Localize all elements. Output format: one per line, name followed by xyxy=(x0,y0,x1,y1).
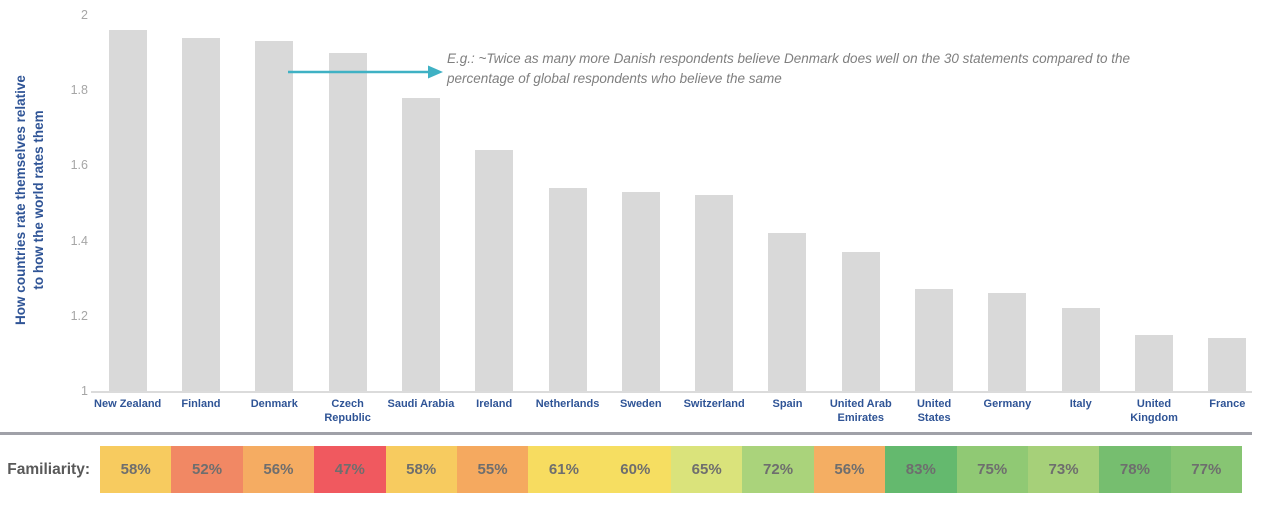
familiarity-cell: 56% xyxy=(813,446,886,493)
x-label: New Zealand xyxy=(94,398,162,410)
x-label: United States xyxy=(916,398,952,425)
familiarity-cell: 52% xyxy=(171,446,243,493)
bar-column xyxy=(678,15,751,391)
x-label: United Kingdom xyxy=(1130,398,1178,425)
bar-finland xyxy=(181,37,220,391)
familiarity-cell: 83% xyxy=(885,446,957,493)
x-label: Finland xyxy=(181,398,221,410)
y-axis-title-line1: How countries rate themselves relative xyxy=(13,75,28,325)
x-label: United Arab Emirates xyxy=(829,398,892,425)
familiarity-cell: 58% xyxy=(100,446,172,493)
familiarity-cell: 47% xyxy=(314,446,386,493)
familiarity-cell: 58% xyxy=(385,446,457,493)
x-label: Ireland xyxy=(476,398,513,410)
familiarity-cell: 60% xyxy=(599,446,671,493)
bar-denmark xyxy=(255,41,294,391)
y-axis-title-line2: to how the world rates them xyxy=(30,110,46,290)
bar-column xyxy=(531,15,604,391)
familiarity-cell: 65% xyxy=(671,446,743,493)
familiarity-label: Familiarity: xyxy=(7,461,90,478)
x-label: Switzerland xyxy=(683,398,745,410)
bar-column xyxy=(311,15,384,391)
bar-column xyxy=(751,15,824,391)
bar-column xyxy=(384,15,457,391)
bar-germany xyxy=(988,293,1027,391)
bar-spain xyxy=(768,233,807,391)
bar-column xyxy=(1117,15,1190,391)
bar-netherlands xyxy=(548,187,587,391)
bar-united-states xyxy=(915,289,954,391)
x-axis-line xyxy=(91,391,1252,393)
y-tick-1: 1 xyxy=(81,384,88,398)
x-label: Denmark xyxy=(250,398,298,410)
y-tick-1.8: 1.8 xyxy=(70,83,88,98)
x-label: Saudi Arabia xyxy=(387,398,455,410)
bar-saudi-arabia xyxy=(401,97,440,391)
bar-sweden xyxy=(621,191,660,391)
familiarity-row: 58% 52% 56% 47% 58% 55% 61% 60% 65% 72% 56% 83% 75% 7… xyxy=(100,446,1242,493)
separator-line xyxy=(0,432,1252,435)
bar-new-zealand xyxy=(108,30,147,391)
x-label: Netherlands xyxy=(535,398,600,410)
bar-column xyxy=(1044,15,1117,391)
familiarity-cell: 56% xyxy=(242,446,315,493)
x-label: France xyxy=(1209,398,1246,410)
bar-column xyxy=(824,15,897,391)
bar-italy xyxy=(1061,308,1100,391)
y-tick-1.6: 1.6 xyxy=(70,158,88,173)
annotation-text: E.g.: ~Twice as many more Danish respond… xyxy=(447,51,1130,87)
x-label: Germany xyxy=(983,398,1032,410)
x-label: Spain xyxy=(772,398,803,410)
x-label: Czech Republic xyxy=(324,398,371,425)
familiarity-cell: 75% xyxy=(956,446,1028,493)
y-tick-1.2: 1.2 xyxy=(70,308,88,323)
bar-column xyxy=(971,15,1044,391)
bar-column xyxy=(1191,15,1264,391)
plot-area xyxy=(91,15,1264,391)
familiarity-cell: 72% xyxy=(742,446,814,493)
familiarity-cell: 78% xyxy=(1099,446,1171,493)
bar-column xyxy=(897,15,970,391)
bar-czech-republic xyxy=(328,52,367,391)
familiarity-cell: 77% xyxy=(1170,446,1242,493)
bar-column xyxy=(604,15,677,391)
bar-column xyxy=(458,15,531,391)
y-tick-2: 2 xyxy=(81,8,88,22)
x-label: Italy xyxy=(1069,398,1092,410)
bar-united-arab-emirates xyxy=(841,251,880,391)
familiarity-cell: 73% xyxy=(1027,446,1100,493)
familiarity-cell: 55% xyxy=(456,446,529,493)
bar-switzerland xyxy=(695,195,734,391)
bar-united-kingdom xyxy=(1135,334,1174,391)
bar-column xyxy=(238,15,311,391)
bar-column xyxy=(91,15,164,391)
bar-column xyxy=(164,15,237,391)
x-axis-labels: New Zealand Finland Denmark Czech Republic S… xyxy=(91,397,1264,426)
y-tick-1.4: 1.4 xyxy=(70,233,88,248)
y-axis-title: How countries rate themselves relative t… xyxy=(12,20,48,380)
annotation-arrow-icon xyxy=(288,65,443,79)
familiarity-cell: 61% xyxy=(528,446,600,493)
bar-france xyxy=(1208,338,1247,391)
x-label: Sweden xyxy=(620,398,662,410)
bar-ireland xyxy=(475,150,514,391)
